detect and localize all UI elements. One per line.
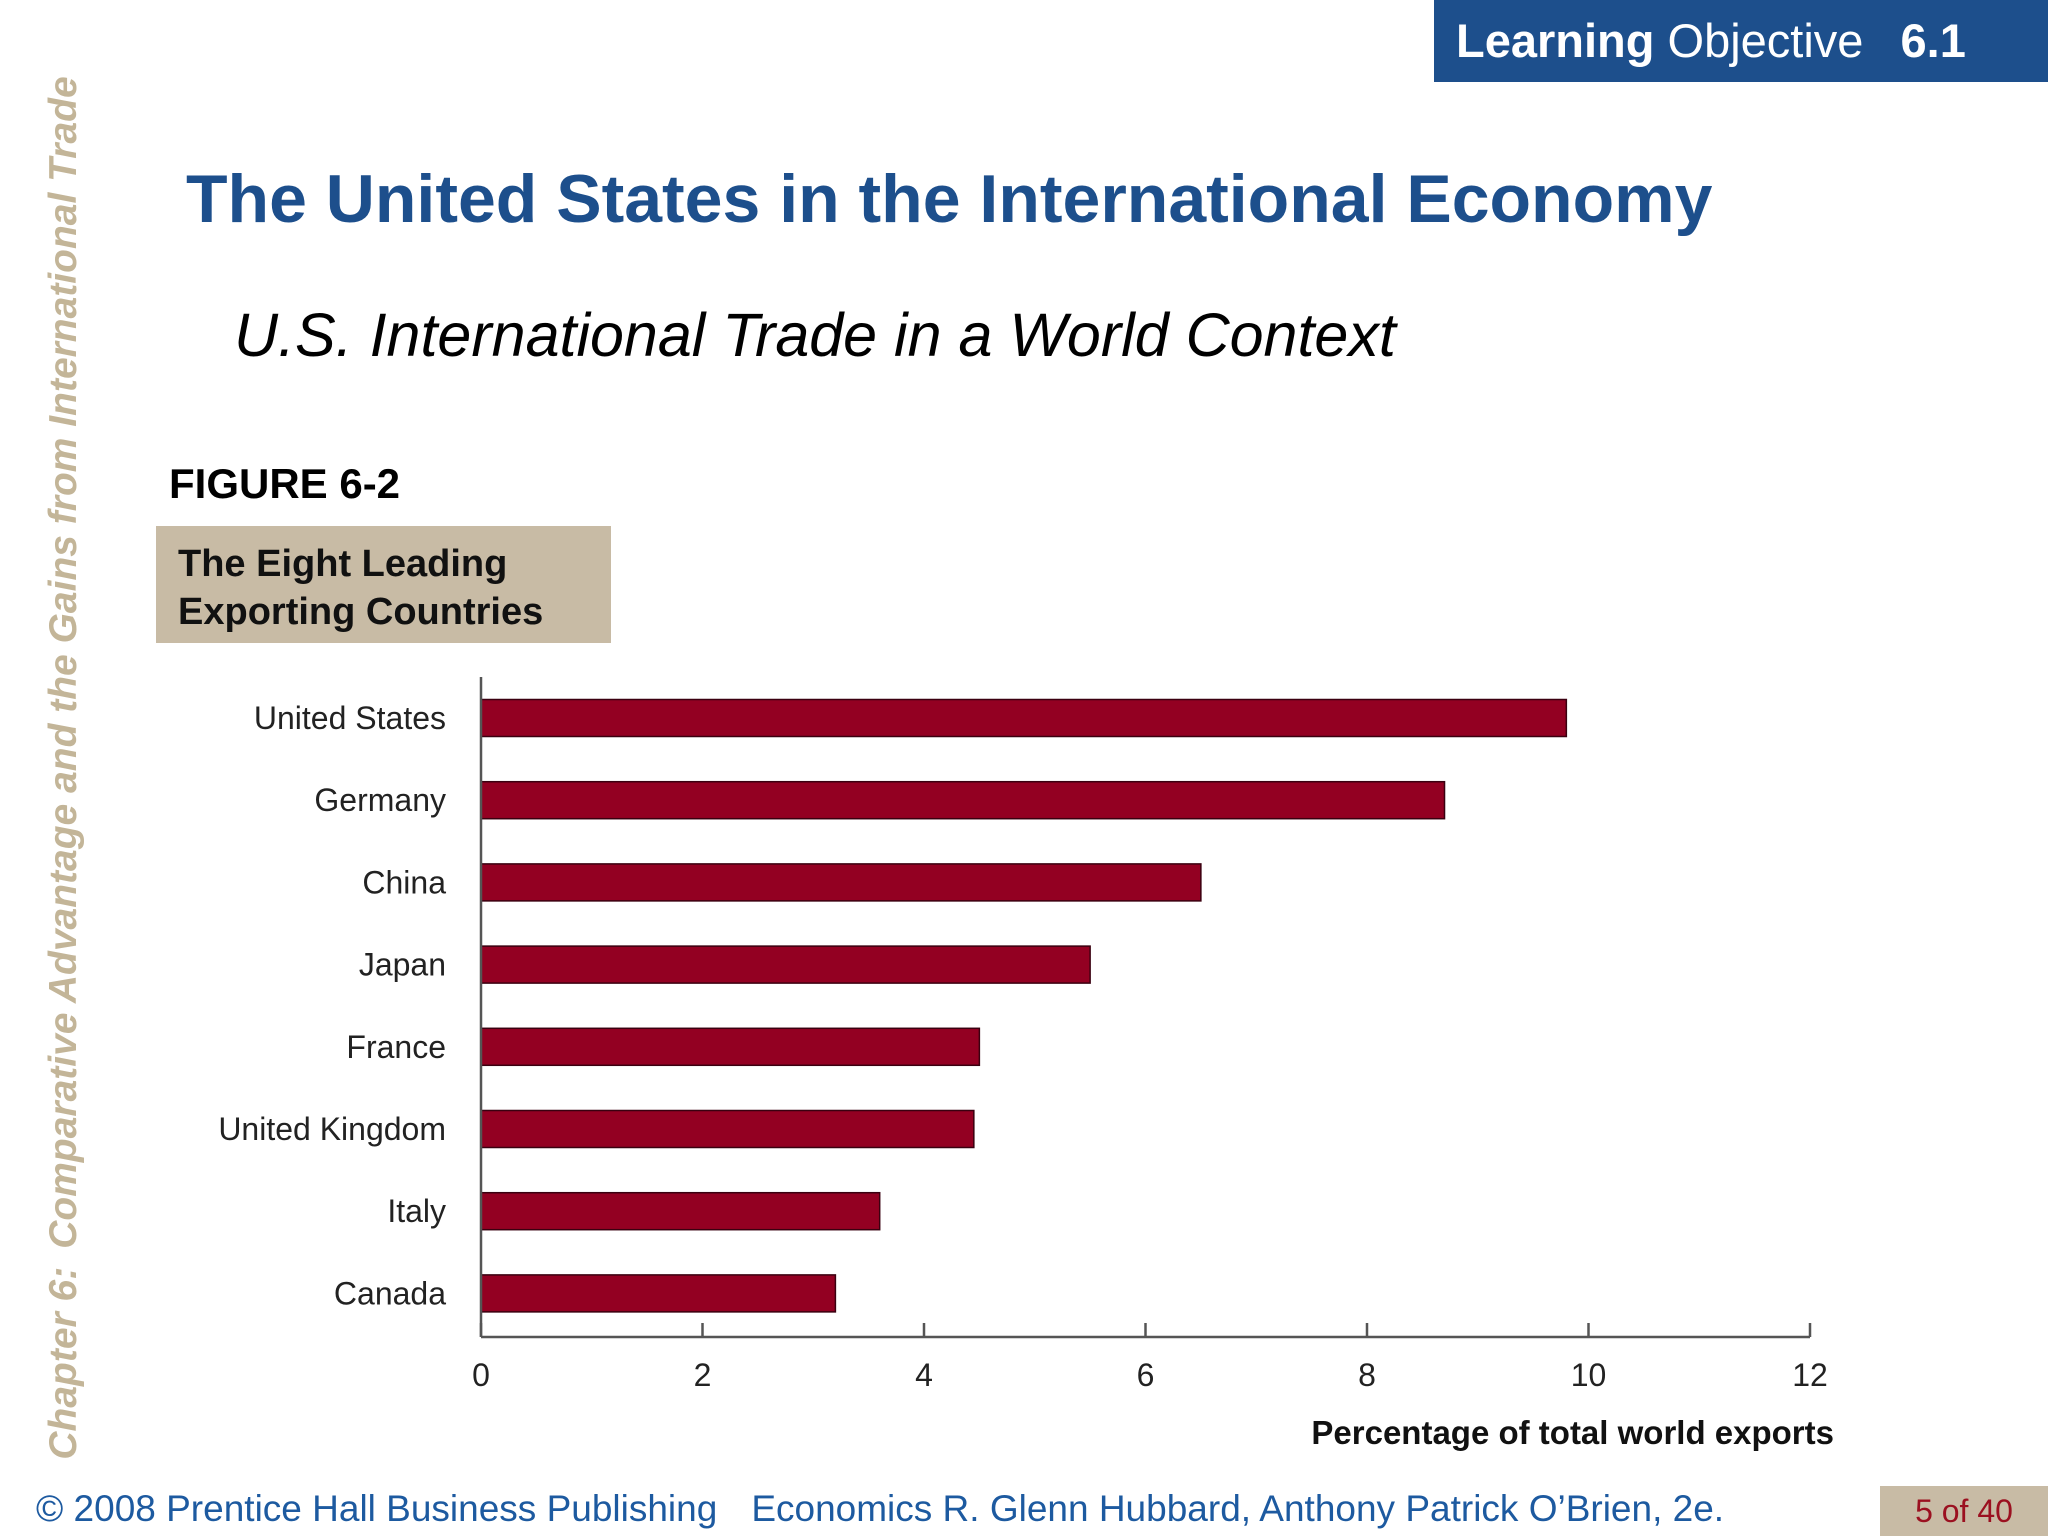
slide-title: The United States in the International E… bbox=[186, 161, 1713, 237]
x-tick-label: 12 bbox=[1792, 1357, 1828, 1393]
figure-caption: The Eight Leading Exporting Countries bbox=[156, 526, 611, 643]
category-label: Japan bbox=[359, 947, 446, 983]
bar-canada bbox=[480, 1274, 837, 1313]
bar-italy bbox=[480, 1191, 881, 1231]
footer-authors: R. Glenn Hubbard, Anthony Patrick O’Brie… bbox=[942, 1488, 1725, 1529]
chart-x-ticks: 0 2 4 6 8 10 12 bbox=[472, 1323, 1828, 1393]
bar-united-states bbox=[480, 698, 1568, 738]
slide-subtitle: U.S. International Trade in a World Cont… bbox=[234, 301, 1396, 369]
bar-germany bbox=[480, 780, 1446, 820]
bar-japan bbox=[480, 945, 1091, 984]
x-tick-label: 0 bbox=[472, 1357, 490, 1393]
x-tick-label: 2 bbox=[694, 1357, 712, 1393]
category-label: Italy bbox=[387, 1193, 446, 1229]
bar-china bbox=[480, 863, 1202, 902]
footer-book: Economics bbox=[751, 1488, 933, 1529]
category-label: United States bbox=[254, 700, 446, 736]
learning-objective-badge: Learning Objective 6.1 bbox=[1434, 0, 2048, 82]
badge-number: 6.1 bbox=[1900, 14, 1966, 67]
figure-caption-line-1: The Eight Leading bbox=[178, 543, 508, 585]
figure-caption-line-2: Exporting Countries bbox=[178, 591, 544, 633]
x-tick-label: 8 bbox=[1358, 1357, 1376, 1393]
category-label: China bbox=[362, 864, 446, 900]
badge-regular-text: Objective bbox=[1667, 14, 1864, 67]
bar-france bbox=[480, 1027, 981, 1067]
bar-united-kingdom bbox=[480, 1109, 975, 1149]
category-label: France bbox=[346, 1029, 446, 1065]
badge-bold-text: Learning bbox=[1456, 14, 1655, 67]
page-number: 5 of 40 bbox=[1880, 1486, 2048, 1536]
chart-x-axis-label: Percentage of total world exports bbox=[1311, 1414, 1834, 1451]
category-label: United Kingdom bbox=[218, 1111, 446, 1147]
footer-credits: © 2008 Prentice Hall Business Publishing… bbox=[36, 1488, 1724, 1530]
x-tick-label: 10 bbox=[1571, 1357, 1607, 1393]
category-label: Germany bbox=[314, 782, 446, 818]
footer-copyright: © 2008 Prentice Hall Business Publishing bbox=[36, 1488, 718, 1529]
chart-bars bbox=[480, 698, 1568, 1313]
chart-category-labels: United States Germany China Japan France Unit… bbox=[218, 700, 446, 1311]
category-label: Canada bbox=[334, 1275, 446, 1311]
x-tick-label: 6 bbox=[1137, 1357, 1155, 1393]
x-tick-label: 4 bbox=[915, 1357, 933, 1393]
figure-label: FIGURE 6-2 bbox=[169, 460, 401, 507]
